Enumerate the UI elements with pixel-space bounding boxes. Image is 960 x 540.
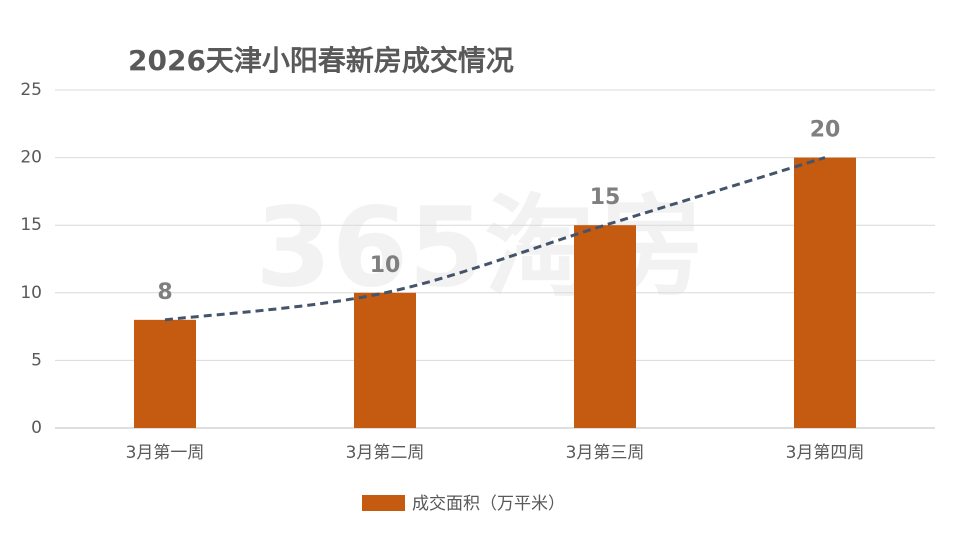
bar	[354, 292, 416, 428]
data-label: 8	[157, 280, 172, 305]
bar	[134, 319, 196, 428]
data-label: 20	[810, 118, 841, 143]
y-tick-label: 5	[31, 350, 42, 370]
watermark: 365淘房	[255, 183, 705, 311]
bar	[794, 157, 856, 428]
x-tick-label: 3月第二周	[346, 443, 425, 463]
trendline	[164, 156, 826, 322]
y-tick-label: 25	[20, 80, 42, 100]
y-tick-label: 0	[31, 418, 42, 438]
bar	[574, 225, 636, 428]
x-tick-label: 3月第一周	[126, 443, 205, 463]
data-label: 15	[590, 185, 621, 210]
legend-label: 成交面积（万平米）	[412, 494, 565, 514]
chart-title: 2026天津小阳春新房成交情况	[128, 44, 514, 77]
legend-swatch	[362, 495, 405, 511]
y-tick-label: 10	[20, 283, 42, 303]
x-tick-label: 3月第三周	[566, 443, 645, 463]
y-tick-label: 15	[20, 215, 42, 235]
data-label: 10	[370, 253, 401, 278]
y-tick-label: 20	[20, 148, 42, 168]
x-tick-label: 3月第四周	[786, 443, 865, 463]
